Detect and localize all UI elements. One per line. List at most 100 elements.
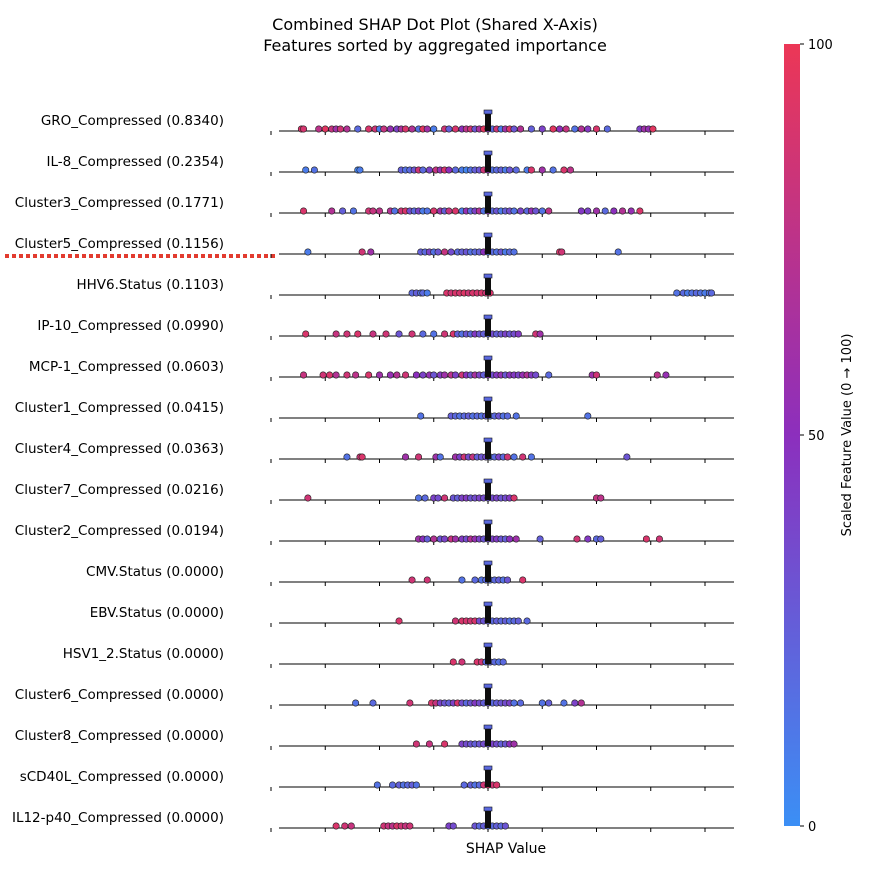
- shap-point: [627, 207, 635, 215]
- shap-point: [430, 125, 438, 133]
- shap-point: [302, 330, 310, 338]
- zero-stack-cap: [483, 683, 493, 689]
- shap-point: [365, 125, 373, 133]
- x-axis-label: SHAP Value: [466, 841, 546, 857]
- shap-point: [332, 330, 340, 338]
- shap-point: [597, 535, 605, 543]
- shap-point: [538, 207, 546, 215]
- shap-point: [449, 658, 457, 666]
- shap-point: [545, 207, 553, 215]
- shap-point: [603, 125, 611, 133]
- feature-row: GRO_Compressed (0.8340): [41, 109, 734, 135]
- shap-point: [369, 699, 377, 707]
- shap-point: [549, 166, 557, 174]
- shap-point: [341, 822, 349, 830]
- feature-label: HSV1_2.Status (0.0000): [63, 646, 224, 662]
- colorbar: [784, 44, 800, 826]
- shap-point: [352, 371, 360, 379]
- feature-row: CMV.Status (0.0000): [86, 560, 734, 586]
- zero-stack-cap: [483, 642, 493, 648]
- shap-point: [517, 125, 525, 133]
- shap-point: [532, 371, 540, 379]
- shap-point: [419, 330, 427, 338]
- zero-stack-marker: [485, 685, 491, 705]
- shap-point: [571, 699, 579, 707]
- shap-point: [332, 822, 340, 830]
- shap-point: [560, 166, 568, 174]
- shap-point: [584, 207, 592, 215]
- feature-row: sCD40L_Compressed (0.0000): [20, 765, 734, 791]
- shap-point: [310, 166, 318, 174]
- zero-stack-marker: [485, 767, 491, 787]
- feature-row: Cluster1_Compressed (0.0415): [15, 396, 734, 422]
- shap-point: [373, 781, 381, 789]
- zero-stack-cap: [483, 273, 493, 279]
- shap-point: [504, 576, 512, 584]
- shap-point: [300, 125, 308, 133]
- feature-row: IL12-p40_Compressed (0.0000): [12, 806, 734, 832]
- shap-point: [577, 699, 585, 707]
- shap-point: [391, 207, 399, 215]
- zero-stack-marker: [485, 521, 491, 541]
- shap-point: [326, 371, 334, 379]
- shap-point: [408, 576, 416, 584]
- feature-row: HHV6.Status (0.1103): [77, 273, 734, 299]
- shap-point: [430, 371, 438, 379]
- zero-stack-cap: [483, 724, 493, 730]
- shap-point: [510, 494, 518, 502]
- feature-label: HHV6.Status (0.1103): [77, 277, 225, 293]
- shap-point: [499, 658, 507, 666]
- shap-point: [532, 207, 540, 215]
- shap-point: [365, 371, 373, 379]
- shap-point: [423, 289, 431, 297]
- shap-point: [436, 453, 444, 461]
- feature-row: Cluster8_Compressed (0.0000): [15, 724, 734, 750]
- shap-point: [545, 699, 553, 707]
- shap-point: [441, 371, 449, 379]
- shap-point: [566, 166, 574, 174]
- shap-point: [471, 576, 479, 584]
- shap-point: [415, 494, 423, 502]
- zero-stack-marker: [485, 111, 491, 131]
- zero-stack-cap: [483, 519, 493, 525]
- shap-point: [636, 207, 644, 215]
- feature-label: CMV.Status (0.0000): [86, 564, 224, 580]
- shap-point: [573, 535, 581, 543]
- shap-point: [504, 453, 512, 461]
- shap-point: [423, 125, 431, 133]
- zero-stack-cap: [483, 806, 493, 812]
- feature-row: Cluster4_Compressed (0.0363): [15, 437, 734, 463]
- shap-point: [408, 330, 416, 338]
- feature-label: Cluster1_Compressed (0.0415): [15, 400, 224, 416]
- shap-point: [358, 453, 366, 461]
- shap-point: [441, 248, 449, 256]
- shap-point: [415, 453, 423, 461]
- shap-point: [512, 166, 520, 174]
- shap-point: [501, 822, 509, 830]
- shap-point: [549, 125, 557, 133]
- feature-label: Cluster3_Compressed (0.1771): [15, 195, 224, 211]
- shap-point: [662, 371, 670, 379]
- zero-stack-cap: [483, 437, 493, 443]
- shap-point: [562, 125, 570, 133]
- shap-point: [408, 125, 416, 133]
- shap-point: [506, 166, 514, 174]
- shap-point: [367, 248, 375, 256]
- shap-point: [584, 535, 592, 543]
- shap-point: [527, 125, 535, 133]
- zero-stack-cap: [483, 191, 493, 197]
- shap-point: [538, 699, 546, 707]
- shap-point: [393, 371, 401, 379]
- shap-point: [402, 453, 410, 461]
- shap-point: [321, 125, 329, 133]
- shap-point: [538, 166, 546, 174]
- shap-point: [451, 371, 459, 379]
- zero-stack-cap: [483, 765, 493, 771]
- shap-point: [517, 699, 525, 707]
- zero-stack-cap: [483, 314, 493, 320]
- shap-point: [614, 248, 622, 256]
- shap-point: [406, 822, 414, 830]
- shap-point: [592, 125, 600, 133]
- shap-point: [458, 576, 466, 584]
